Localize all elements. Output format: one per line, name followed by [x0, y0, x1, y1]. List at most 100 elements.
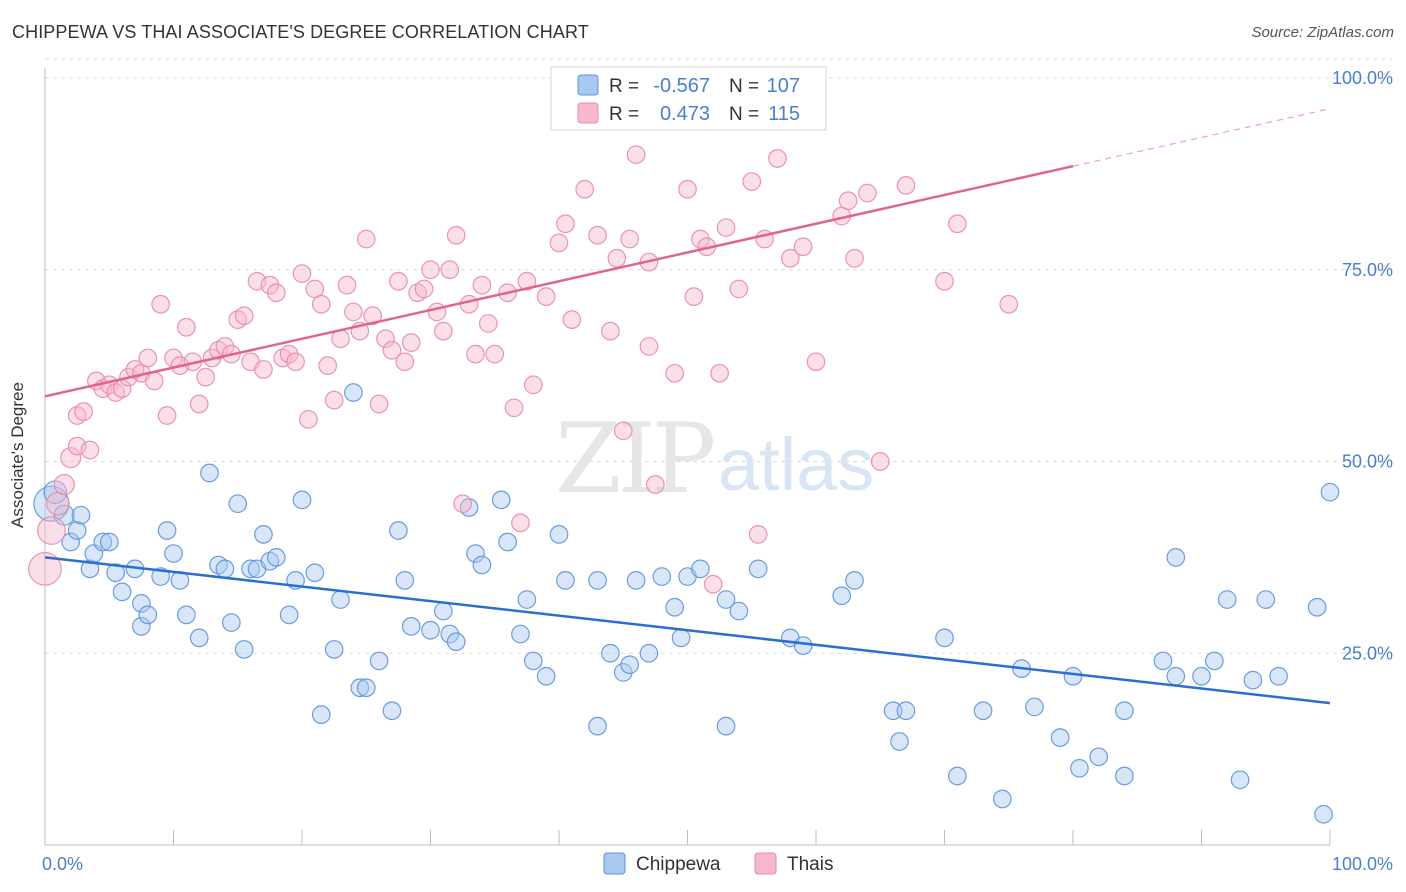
thais-point	[472, 275, 492, 295]
chippewa-point	[61, 532, 81, 552]
thais-point	[588, 225, 607, 245]
chippewa-point	[845, 571, 864, 590]
thais-point	[858, 183, 877, 203]
thais-point	[401, 333, 421, 352]
chippewa-point	[279, 605, 299, 625]
chippewa-point	[716, 590, 736, 609]
chippewa-point	[1243, 670, 1263, 690]
thais-point	[151, 294, 170, 314]
thais-point	[446, 225, 466, 245]
chart-title: CHIPPEWA VS THAI ASSOCIATE'S DEGREE CORR…	[12, 22, 589, 42]
thais-point	[620, 229, 640, 249]
legend-r-label: R =	[609, 104, 639, 125]
thais-point	[517, 271, 537, 291]
axes: 0.0% 100.0%	[42, 68, 1393, 874]
chippewa-point	[466, 544, 485, 563]
chippewa-point	[311, 705, 331, 724]
thais-point	[337, 275, 357, 295]
thais-point	[896, 176, 916, 195]
chippewa-point	[992, 789, 1012, 809]
thais-point	[324, 390, 344, 410]
chippewa-point	[652, 567, 672, 586]
chippewa-point	[266, 548, 286, 567]
chippewa-point	[1153, 651, 1173, 671]
thais-point	[935, 271, 954, 291]
y-tick-label: 75.0%	[1342, 260, 1393, 280]
thais-point	[947, 214, 967, 234]
chippewa-point	[1025, 697, 1044, 717]
chippewa-point	[690, 559, 710, 579]
x-tick-label-max: 100.0%	[1332, 854, 1393, 874]
thais-point	[60, 447, 82, 469]
chippewa-point	[1192, 666, 1211, 686]
legend: R = -0.567 N = 107 R = 0.473 N = 115	[550, 66, 827, 131]
chippewa-point	[440, 624, 460, 644]
thais-point	[395, 352, 415, 372]
source-label: Source: ZipAtlas.com	[1251, 24, 1394, 41]
chippewa-point	[1314, 804, 1333, 824]
chippewa-point	[305, 563, 325, 583]
chippewa-point	[890, 732, 909, 751]
legend-r-value: -0.567	[653, 75, 710, 97]
legend-thais-swatch	[754, 852, 777, 875]
y-tick-label: 25.0%	[1342, 643, 1393, 663]
thais-trend-line	[44, 164, 1074, 398]
thais-point	[45, 491, 70, 516]
chippewa-point	[883, 701, 903, 721]
thais-point	[189, 394, 209, 414]
chippewa-point	[80, 559, 100, 579]
chippewa-point	[324, 640, 344, 659]
chippewa-point	[369, 651, 389, 671]
thais-point	[453, 494, 472, 514]
thais-point	[311, 294, 331, 314]
chippewa-point	[395, 571, 415, 590]
chippewa-point	[350, 678, 370, 698]
chippewa-point	[639, 643, 659, 663]
chippewa-point	[973, 701, 993, 721]
thais-point	[716, 218, 736, 237]
chippewa-point	[1115, 766, 1134, 786]
chippewa-point	[1063, 666, 1083, 686]
chippewa-point	[1230, 770, 1250, 790]
y-tick-label: 100.0%	[1332, 68, 1393, 88]
watermark-zip: ZIP	[555, 403, 714, 515]
thais-point	[266, 283, 286, 303]
chippewa-point	[157, 521, 177, 540]
chippewa-point	[935, 628, 954, 648]
thais-point	[556, 214, 575, 234]
chippewa-point	[132, 617, 151, 636]
thais-point	[601, 321, 620, 341]
chippewa-point	[344, 383, 363, 402]
thais-point	[646, 475, 665, 494]
legend-n-label: N =	[729, 76, 759, 97]
chippewa-point	[228, 494, 248, 514]
thais-point	[382, 340, 402, 360]
chippewa-point	[401, 617, 421, 636]
thais-point	[421, 260, 440, 280]
thais-point	[196, 367, 215, 387]
thais-point	[575, 179, 595, 199]
chippewa-point	[1256, 590, 1276, 609]
chippewa-point	[241, 559, 260, 579]
thais-point	[690, 229, 710, 249]
chippewa-point	[254, 525, 273, 544]
chippewa-point	[389, 521, 408, 540]
thais-point	[427, 302, 447, 322]
thais-point	[434, 321, 453, 341]
thais-point	[260, 275, 280, 295]
watermark: ZIP atlas	[555, 403, 874, 515]
legend-thais-label: Thais	[787, 854, 833, 875]
thais-point	[369, 394, 389, 414]
thais-point	[466, 344, 485, 364]
chippewa-trend-line	[44, 556, 1331, 705]
thais-point	[562, 310, 582, 329]
thais-trend-extension	[1072, 108, 1331, 167]
chippewa-point	[588, 571, 607, 590]
chippewa-point	[421, 620, 440, 640]
chippewa-point	[200, 463, 219, 483]
thais-point	[363, 306, 383, 326]
chippewa-point	[382, 701, 402, 721]
thais-point	[626, 145, 646, 165]
thais-point	[607, 248, 627, 268]
